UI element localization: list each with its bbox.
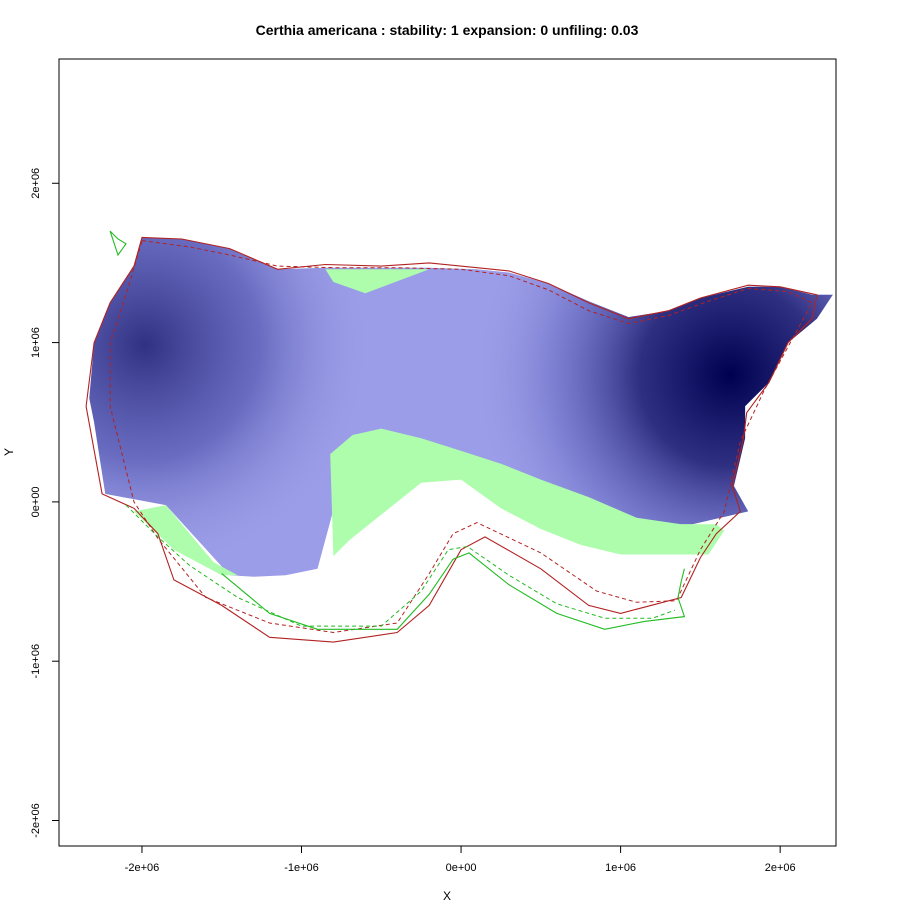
y-axis: -2e+06 -1e+06 0e+00 1e+06 2e+06 — [30, 168, 60, 838]
y-tick-label: 2e+06 — [30, 168, 42, 199]
x-axis-title: X — [443, 889, 451, 903]
chart-title: Certhia americana : stability: 1 expansi… — [256, 22, 639, 38]
y-axis-title: Y — [2, 448, 16, 456]
x-tick-label: -1e+06 — [284, 862, 319, 874]
x-axis: -2e+06 -1e+06 0e+00 1e+06 2e+06 — [125, 845, 796, 874]
native-range-line-1 — [85, 236, 818, 643]
y-tick-label: 0e+00 — [30, 486, 42, 517]
y-tick-label: 1e+06 — [30, 327, 42, 358]
density-peak-east — [89, 237, 833, 577]
y-tick-label: -2e+06 — [30, 803, 42, 838]
native-range-subset-line-2 — [109, 240, 813, 634]
invaded-range-subset-line-5 — [125, 504, 676, 627]
x-tick-label: 0e+00 — [446, 862, 477, 874]
x-tick-label: -2e+06 — [125, 862, 160, 874]
invaded-range-line-4 — [221, 552, 686, 630]
data-layer — [85, 230, 833, 643]
invaded-range-line-3 — [109, 230, 127, 257]
unfilling-area-2 — [330, 428, 725, 557]
unfilling-area-3 — [134, 505, 238, 576]
y-tick-label: -1e+06 — [30, 644, 42, 679]
unfilling-area-1 — [325, 269, 430, 294]
x-tick-label: 2e+06 — [765, 862, 796, 874]
x-tick-label: 1e+06 — [605, 862, 636, 874]
